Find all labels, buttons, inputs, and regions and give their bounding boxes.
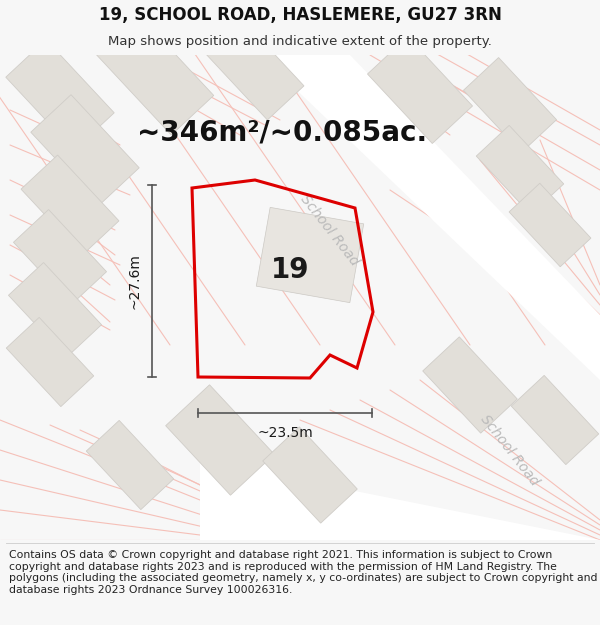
Polygon shape [6,318,94,407]
Polygon shape [511,376,599,464]
Polygon shape [463,58,557,152]
Polygon shape [13,209,107,304]
Text: School Road: School Road [298,192,362,268]
Text: 19: 19 [271,256,309,284]
Polygon shape [200,440,600,560]
Polygon shape [263,427,357,523]
Text: ~27.6m: ~27.6m [127,253,141,309]
Polygon shape [166,385,274,495]
Polygon shape [509,183,591,267]
Polygon shape [260,55,600,380]
Polygon shape [31,94,139,206]
Text: Contains OS data © Crown copyright and database right 2021. This information is : Contains OS data © Crown copyright and d… [9,550,598,595]
Text: Map shows position and indicative extent of the property.: Map shows position and indicative extent… [108,35,492,48]
Polygon shape [367,36,473,144]
Polygon shape [21,155,119,255]
Polygon shape [96,15,214,135]
Polygon shape [86,421,174,509]
Polygon shape [8,262,101,358]
Text: ~346m²/~0.085ac.: ~346m²/~0.085ac. [137,119,427,147]
Text: School Road: School Road [478,412,542,488]
Text: ~23.5m: ~23.5m [257,426,313,440]
Polygon shape [256,208,364,302]
Polygon shape [476,126,564,214]
Polygon shape [206,20,304,120]
Polygon shape [6,39,114,151]
Text: 19, SCHOOL ROAD, HASLEMERE, GU27 3RN: 19, SCHOOL ROAD, HASLEMERE, GU27 3RN [98,6,502,24]
Polygon shape [423,337,517,433]
